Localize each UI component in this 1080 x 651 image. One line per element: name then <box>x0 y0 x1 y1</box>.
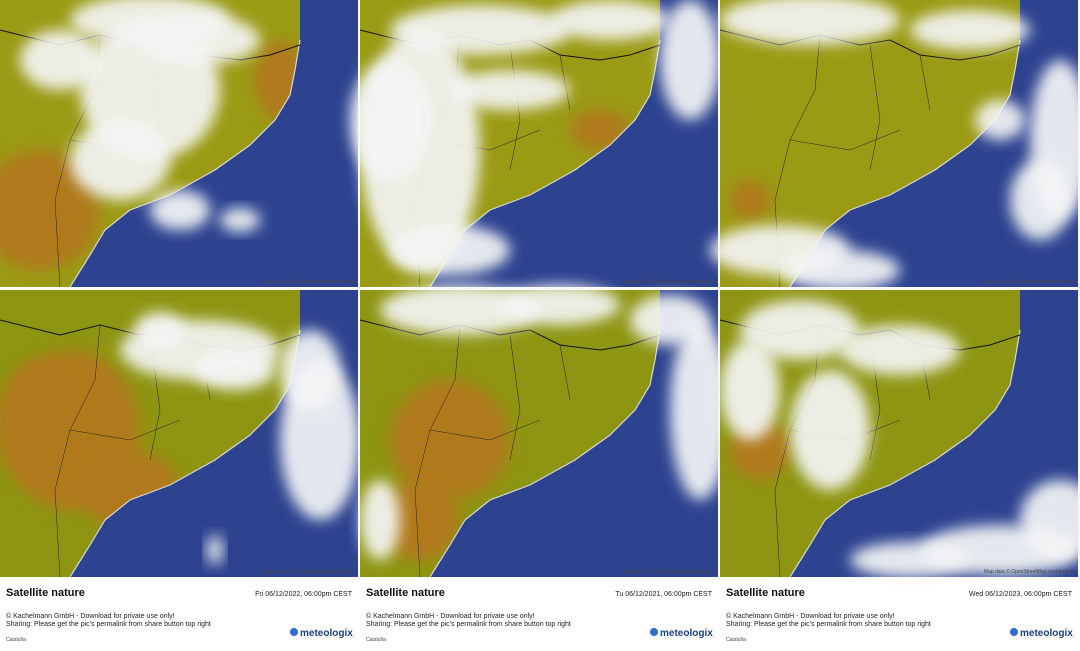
panel-title: Satellite nature <box>726 587 805 599</box>
border <box>54 324 211 578</box>
cloud <box>20 30 100 90</box>
cloud <box>150 190 210 230</box>
panel-title: Satellite nature <box>6 587 85 599</box>
satellite-map: Map data © OpenStreetMap contributors <box>0 290 360 578</box>
land-patch <box>730 180 770 220</box>
sea <box>790 0 1078 287</box>
brand-logo <box>650 628 658 636</box>
cloud <box>975 100 1025 140</box>
satellite-map: Map data © OpenStreetMap contributors <box>359 285 730 578</box>
cloud <box>280 330 340 410</box>
land-patch <box>0 150 100 270</box>
border <box>414 324 571 578</box>
satellite-map: Map data © OpenStreetMap contributors <box>0 0 358 288</box>
cloud <box>380 285 540 335</box>
brand: meteologix <box>300 628 353 639</box>
satellite-map: Map data © OpenStreetMap contributors <box>719 290 1080 578</box>
cloud <box>220 208 260 232</box>
cloud <box>390 5 570 55</box>
brand-logo <box>1010 628 1018 636</box>
cloud <box>550 0 670 40</box>
cloud <box>207 535 223 565</box>
sharing-note: Sharing: Please get the pic's permalink … <box>366 621 571 628</box>
panel-footer: Satellite nature Fri 06/12/2022, 06:00pm … <box>6 587 353 643</box>
cloud <box>720 0 900 45</box>
panel-footer: Satellite nature Wed 06/12/2023, 06:00pm … <box>726 587 1073 643</box>
cloud <box>1020 480 1080 560</box>
cloud <box>450 70 570 110</box>
coastline <box>69 39 301 288</box>
sea <box>430 0 718 287</box>
map-attribution: Map data © OpenStreetMap contributors <box>264 278 355 285</box>
map-attribution: Map data © OpenStreetMap contributors <box>984 568 1075 575</box>
cloud <box>630 295 710 345</box>
copyright: © Kachelmann GmbH - Download for private… <box>726 612 895 620</box>
region: Cataluña <box>366 637 386 643</box>
cloud <box>70 120 170 200</box>
coastline <box>789 329 1021 578</box>
cloud <box>670 320 730 500</box>
cloud <box>195 350 275 390</box>
copyright: © Kachelmann GmbH - Download for private… <box>366 612 535 620</box>
sharing-note: Sharing: Please get the pic's permalink … <box>6 621 211 628</box>
brand-logo <box>290 628 298 636</box>
cloud <box>390 225 510 275</box>
cloud <box>780 250 900 290</box>
brand: meteologix <box>660 628 713 639</box>
panel-footer: Satellite nature Tu 06/12/2021, 06:00pm C… <box>366 587 713 643</box>
cloud <box>740 300 860 360</box>
cloud <box>910 10 1030 50</box>
cloud <box>135 312 185 348</box>
land-patch <box>0 360 80 480</box>
map-attribution: Map data © OpenStreetMap contributors <box>264 568 355 575</box>
cloud <box>70 0 230 45</box>
region: Cataluña <box>6 637 26 643</box>
map-attribution: Map data © OpenStreetMap contributors <box>624 568 715 575</box>
cloud <box>720 340 780 440</box>
sea <box>70 290 358 577</box>
cloud <box>660 0 720 120</box>
satellite-map: Map data © OpenStreetMap contributors <box>350 0 720 288</box>
panel-date: Tu 06/12/2021, 06:00pm CEST <box>615 591 712 598</box>
region: Cataluña <box>726 637 746 643</box>
map-attribution: Map data © OpenStreetMap contributors <box>624 278 715 285</box>
cloud <box>790 370 870 490</box>
cloud <box>360 480 400 560</box>
sharing-note: Sharing: Please get the pic's permalink … <box>726 621 931 628</box>
panel-date: Fri 06/12/2022, 06:00pm CEST <box>255 591 353 598</box>
cloud <box>1010 160 1070 240</box>
land-patch <box>380 480 460 560</box>
cloud <box>840 325 960 375</box>
cloud <box>500 285 620 325</box>
panel-title: Satellite nature <box>366 587 445 599</box>
cloud <box>850 542 970 578</box>
cloud <box>350 60 430 180</box>
coastline <box>429 329 661 578</box>
sea <box>70 0 358 287</box>
copyright: © Kachelmann GmbH - Download for private… <box>6 612 175 620</box>
brand: meteologix <box>1020 628 1073 639</box>
map-attribution: Map data © OpenStreetMap contributors <box>984 278 1075 285</box>
panel-date: Wed 06/12/2023, 06:00pm CEST <box>969 591 1073 598</box>
border <box>774 34 931 288</box>
sea <box>790 290 1078 577</box>
sea <box>430 290 718 577</box>
satellite-map: Map data © OpenStreetMap contributors <box>710 0 1080 290</box>
